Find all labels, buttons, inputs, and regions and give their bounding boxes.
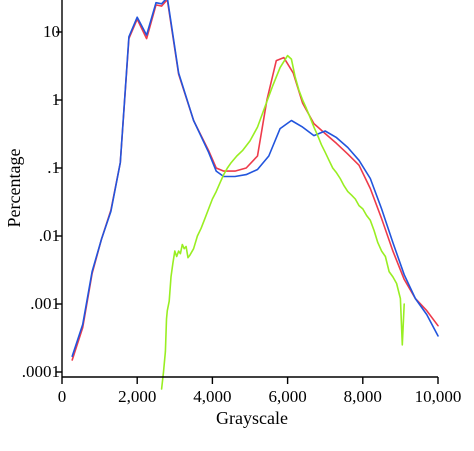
x-tick-label: 6,000 bbox=[268, 387, 306, 406]
x-tick-label: 8,000 bbox=[344, 387, 382, 406]
y-tick-label: .001 bbox=[30, 294, 60, 313]
x-tick-label: 4,000 bbox=[193, 387, 231, 406]
x-tick-label: 2,000 bbox=[118, 387, 156, 406]
series-line-3 bbox=[160, 54, 405, 390]
y-tick-label: 10 bbox=[43, 22, 60, 41]
series-line-2 bbox=[71, 0, 439, 358]
y-tick-label: .01 bbox=[39, 226, 60, 245]
y-ticks: 10 1 .1 .01 .001 .0001 bbox=[22, 22, 62, 381]
x-ticks: 0 2,000 4,000 6,000 8,000 10,000 bbox=[58, 377, 462, 406]
x-axis-title: Grayscale bbox=[216, 408, 288, 428]
x-tick-label: 0 bbox=[58, 387, 67, 406]
y-tick-label: 1 bbox=[52, 90, 61, 109]
x-tick-label: 10,000 bbox=[415, 387, 462, 406]
series-layer bbox=[71, 0, 439, 390]
y-tick-label: .1 bbox=[47, 158, 60, 177]
y-tick-label: .0001 bbox=[22, 362, 60, 381]
y-axis-title: Percentage bbox=[4, 149, 24, 228]
